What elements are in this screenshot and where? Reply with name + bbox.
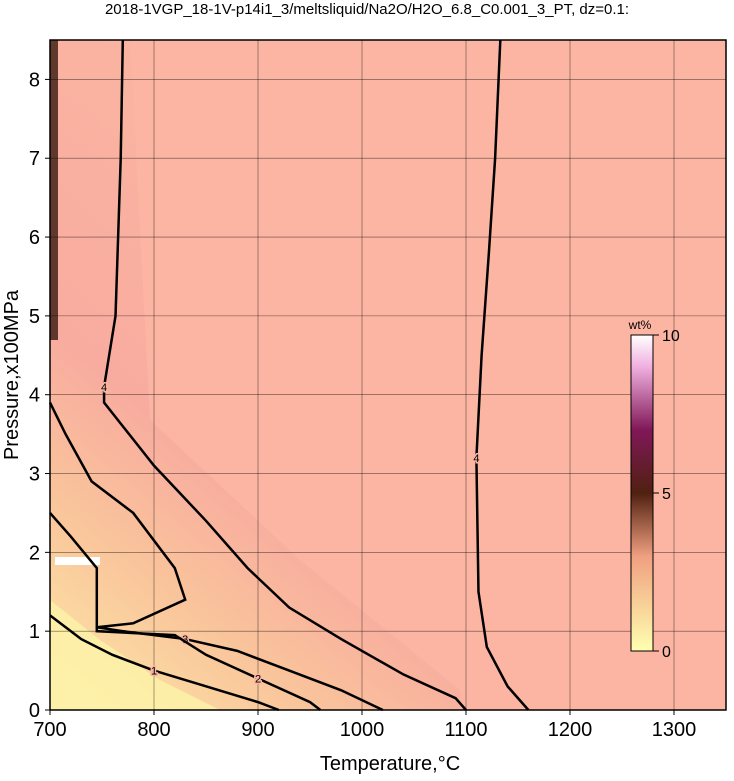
x-tick-label: 700	[33, 719, 66, 741]
y-axis-label: Pressure,x100MPa	[1, 289, 23, 460]
y-tick-label: 3	[29, 464, 40, 486]
contour-label: 4	[101, 382, 107, 394]
x-tick-label: 1200	[548, 719, 593, 741]
chart-title: 2018-1VGP_18-1V-p14i1_3/meltsliquid/Na2O…	[105, 1, 629, 18]
colorbar-tick-label: 5	[662, 486, 671, 503]
contour-line	[475, 39, 530, 711]
y-tick-label: 8	[29, 69, 40, 91]
field-high	[50, 40, 58, 340]
plot-frame	[49, 39, 727, 711]
y-tick-label: 1	[29, 621, 40, 643]
contour-label: 1	[151, 666, 157, 678]
contour-line	[49, 512, 322, 711]
y-tick-label: 5	[29, 306, 40, 328]
contour-label: 4	[473, 453, 479, 465]
y-tick-label: 6	[29, 227, 40, 249]
x-tick-label: 1100	[444, 719, 487, 741]
colorbar-tick-label: 10	[662, 328, 680, 345]
y-tick-label: 0	[29, 700, 40, 722]
x-tick-label: 1300	[652, 719, 697, 741]
contour-label: 3	[182, 634, 188, 646]
colorbar-label: wt%	[628, 318, 652, 332]
x-tick-label: 900	[241, 719, 274, 741]
blank-band	[55, 557, 100, 565]
field-low	[50, 600, 220, 710]
y-tick-label: 7	[29, 148, 40, 170]
y-tick-label: 4	[29, 385, 40, 407]
contour-line	[102, 39, 467, 711]
y-tick-label: 2	[29, 542, 40, 564]
field-shading	[50, 40, 460, 710]
contour-label: 2	[255, 673, 261, 685]
x-tick-label: 800	[137, 719, 170, 741]
x-tick-label: 1000	[340, 719, 385, 741]
contour-line	[48, 402, 384, 712]
colorbar	[630, 334, 654, 652]
contour-line	[49, 614, 280, 712]
x-axis-label: Temperature,°C	[320, 753, 460, 775]
colorbar-tick-label: 0	[662, 644, 671, 661]
